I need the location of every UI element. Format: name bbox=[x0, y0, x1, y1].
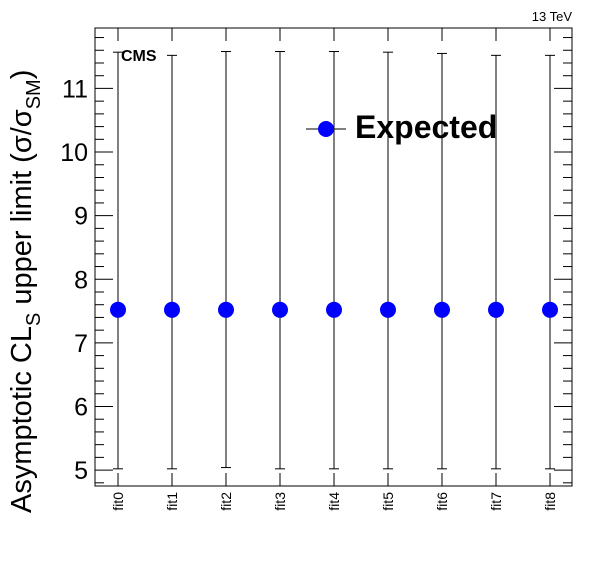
energy-label: 13 TeV bbox=[532, 9, 573, 24]
y-tick-label: 6 bbox=[74, 393, 88, 421]
data-point bbox=[110, 302, 126, 318]
y-tick-label: 11 bbox=[62, 75, 88, 103]
cms-label: CMS bbox=[121, 48, 157, 65]
y-tick-label: 7 bbox=[74, 330, 88, 358]
y-tick-label: 10 bbox=[60, 139, 88, 167]
data-point bbox=[488, 302, 504, 318]
x-tick-label: fit5 bbox=[380, 492, 396, 511]
data-point bbox=[542, 302, 558, 318]
x-tick-label: fit6 bbox=[434, 492, 450, 511]
legend-marker bbox=[318, 121, 334, 137]
x-tick-label: fit0 bbox=[110, 492, 126, 511]
y-tick-label: 9 bbox=[74, 203, 88, 231]
data-point bbox=[380, 302, 396, 318]
x-tick-label: fit1 bbox=[164, 492, 180, 511]
x-tick-label: fit7 bbox=[488, 492, 504, 511]
x-tick-label: fit3 bbox=[272, 492, 288, 511]
x-tick-label: fit2 bbox=[218, 492, 234, 511]
x-tick-label: fit4 bbox=[326, 492, 342, 511]
data-point bbox=[434, 302, 450, 318]
y-tick-label: 8 bbox=[74, 266, 88, 294]
x-tick-label: fit8 bbox=[542, 492, 558, 511]
y-tick-label: 5 bbox=[74, 457, 88, 485]
data-point bbox=[326, 302, 342, 318]
data-point bbox=[218, 302, 234, 318]
legend-entry-expected: Expected bbox=[355, 109, 497, 145]
data-point bbox=[272, 302, 288, 318]
data-point bbox=[164, 302, 180, 318]
